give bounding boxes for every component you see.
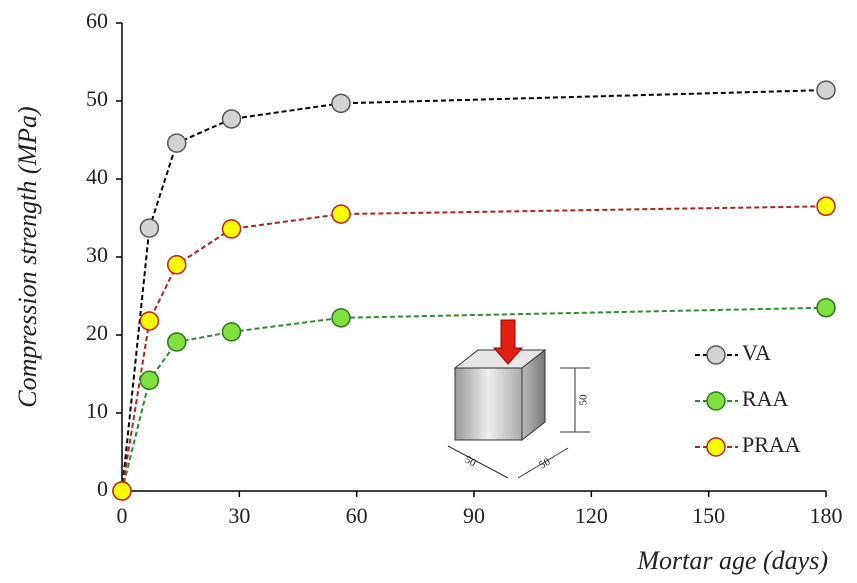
y-tick-label: 0 — [97, 476, 108, 501]
marker — [112, 481, 132, 501]
legend-marker — [706, 437, 726, 457]
series-line — [121, 306, 827, 492]
marker — [221, 322, 242, 342]
legend-label: VA — [742, 340, 771, 365]
legend-marker — [706, 391, 726, 411]
dim-line — [447, 445, 509, 479]
y-tick-label: 20 — [86, 320, 108, 345]
y-tick-label: 40 — [86, 164, 108, 189]
marker — [139, 218, 160, 238]
legend-label: PRAA — [742, 432, 801, 457]
x-tick-label: 60 — [346, 503, 368, 528]
legend-marker — [706, 345, 726, 365]
dim-label: 50 — [537, 455, 553, 471]
marker — [167, 133, 187, 153]
marker — [816, 196, 836, 217]
dim-label: 50 — [578, 394, 590, 406]
series-line — [121, 89, 827, 492]
x-axis-title: Mortar age (days) — [636, 546, 828, 575]
x-tick-label: 150 — [692, 503, 725, 528]
marker — [816, 297, 836, 318]
marker — [167, 255, 187, 275]
marker — [331, 93, 351, 114]
cube-diagram: 50 50 50 — [447, 319, 590, 479]
y-axis-title: Compression strength (MPa) — [13, 106, 42, 407]
marker — [139, 311, 160, 331]
y-tick-label: 30 — [86, 242, 108, 267]
x-tick-label: 0 — [117, 503, 128, 528]
marker — [139, 370, 160, 390]
x-tick-label: 180 — [810, 503, 843, 528]
load-arrow — [492, 319, 524, 365]
y-tick-label: 50 — [86, 86, 108, 111]
marker — [167, 332, 187, 352]
dim-line — [517, 447, 569, 479]
marker — [221, 109, 242, 129]
dim-label: 50 — [463, 454, 479, 470]
y-tick-label: 10 — [86, 398, 108, 423]
series-line — [121, 205, 827, 492]
marker — [331, 308, 351, 328]
y-tick-label: 60 — [86, 8, 108, 33]
x-tick-label: 90 — [463, 503, 485, 528]
marker — [816, 80, 836, 100]
marker — [221, 219, 242, 239]
legend-label: RAA — [742, 386, 789, 411]
marker — [331, 204, 351, 224]
x-tick-label: 120 — [575, 503, 608, 528]
cube-side — [521, 348, 546, 442]
cube-front — [454, 367, 523, 441]
x-tick-label: 30 — [228, 503, 250, 528]
